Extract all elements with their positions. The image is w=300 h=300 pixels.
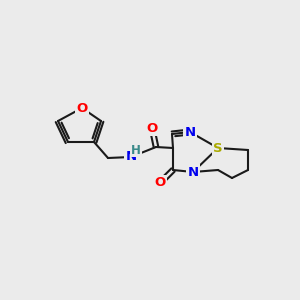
- Text: N: N: [184, 125, 196, 139]
- Text: N: N: [125, 151, 136, 164]
- Text: N: N: [188, 166, 199, 178]
- Text: O: O: [146, 122, 158, 134]
- Text: H: H: [131, 143, 141, 157]
- Text: S: S: [213, 142, 223, 154]
- Text: O: O: [76, 101, 88, 115]
- Text: O: O: [154, 176, 166, 190]
